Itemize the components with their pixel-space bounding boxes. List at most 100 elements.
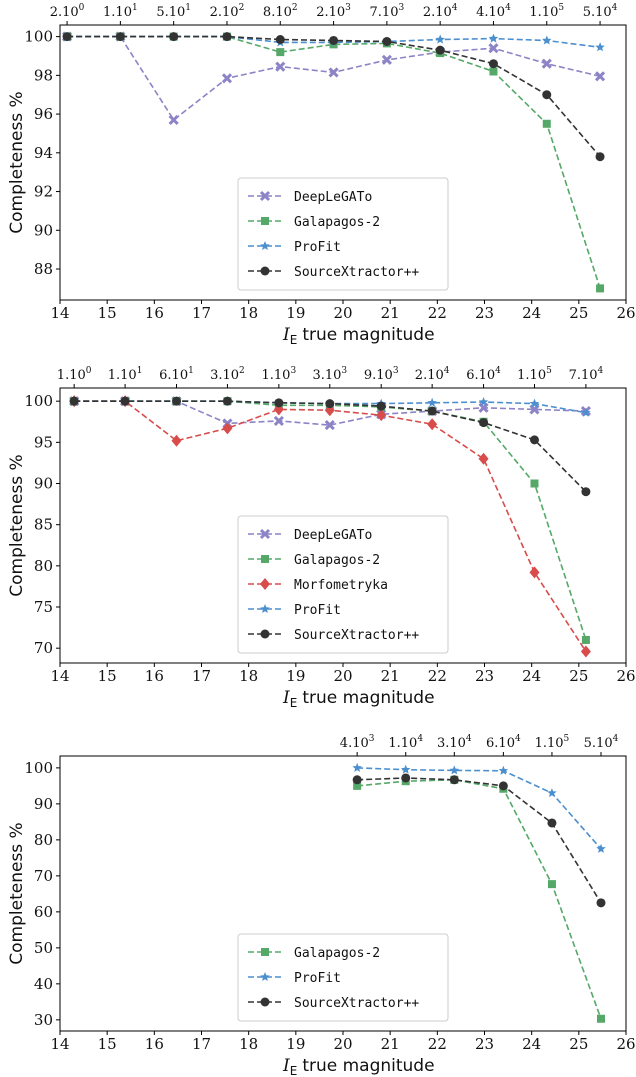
- top-label-exp: 4: [613, 734, 619, 744]
- marker: [488, 59, 498, 69]
- marker: [352, 775, 362, 785]
- y-tick-label: 98: [34, 66, 53, 84]
- marker: [260, 972, 270, 981]
- marker: [260, 604, 270, 613]
- top-label-base: 5.10: [156, 5, 185, 20]
- top-label-base: 1.10: [57, 368, 86, 383]
- y-tick-label: 90: [34, 475, 53, 493]
- x-label-rest: true magnitude: [302, 325, 434, 345]
- x-tick-label: 24: [522, 1035, 541, 1053]
- top-label-exp: 4: [444, 366, 450, 376]
- marker: [62, 32, 72, 42]
- marker: [581, 635, 590, 644]
- x-label-rest: true magnitude: [302, 688, 434, 708]
- top-tick-label: 5.104: [583, 3, 618, 20]
- marker: [542, 90, 552, 100]
- top-tick-label: 5.101: [156, 3, 191, 20]
- marker: [478, 397, 489, 406]
- y-axis-label: Completeness %: [7, 822, 27, 964]
- y-tick-label: 85: [34, 516, 53, 534]
- top-label-exp: 1: [137, 366, 143, 376]
- series-line: [357, 777, 602, 904]
- x-tick-label: 17: [192, 667, 211, 685]
- top-tick-label: 1.103: [262, 366, 297, 383]
- marker: [222, 396, 232, 406]
- legend-label: ProFit: [294, 240, 341, 255]
- x-tick-label: 14: [50, 667, 69, 685]
- x-tick-label: 21: [381, 304, 400, 322]
- marker: [541, 58, 552, 69]
- marker: [547, 880, 556, 889]
- top-label-base: 1.10: [517, 368, 546, 383]
- y-tick-label: 96: [34, 105, 53, 123]
- x-tick-label: 17: [192, 304, 211, 322]
- marker: [325, 399, 335, 409]
- marker: [275, 61, 286, 72]
- x-tick-label: 20: [333, 667, 352, 685]
- x-label-sub: E: [290, 1064, 298, 1077]
- x-tick-label: 18: [239, 667, 258, 685]
- top-tick-label: 3.103: [312, 366, 347, 383]
- top-tick-label: 2.104: [415, 366, 450, 383]
- top-tick-label: 1.105: [529, 3, 564, 20]
- marker: [376, 409, 387, 422]
- legend-label: SourceXtractor++: [294, 996, 419, 1011]
- x-tick-label: 19: [286, 667, 305, 685]
- x-tick-label: 19: [286, 1035, 305, 1053]
- marker: [595, 152, 605, 162]
- legend-label: Galapagos-2: [294, 946, 380, 961]
- legend-label: ProFit: [294, 603, 341, 618]
- x-tick-label: 21: [381, 667, 400, 685]
- top-label-exp: 4: [612, 3, 618, 13]
- top-label-exp: 3: [345, 3, 351, 13]
- top-label-base: 3.10: [312, 368, 341, 383]
- top-label-base: 7.10: [569, 368, 598, 383]
- x-tick-label: 21: [381, 1035, 400, 1053]
- top-tick-label: 6.101: [159, 366, 194, 383]
- marker: [352, 762, 362, 772]
- y-tick-label: 100: [24, 28, 53, 46]
- legend-label: Morfometryka: [294, 578, 388, 593]
- legend-box: [237, 177, 449, 291]
- marker: [435, 34, 445, 44]
- top-tick-label: 7.104: [569, 366, 604, 383]
- top-label-exp: 3: [369, 734, 375, 744]
- top-tick-label: 3.102: [210, 366, 245, 383]
- x-tick-label: 17: [192, 1035, 211, 1053]
- marker: [221, 73, 233, 84]
- top-label-exp: 3: [393, 366, 399, 376]
- top-label-exp: 5: [546, 366, 552, 376]
- series-line: [357, 767, 602, 850]
- y-tick-label: 88: [34, 260, 53, 278]
- marker: [529, 435, 539, 445]
- y-tick-label: 100: [24, 759, 53, 777]
- x-label-sub: E: [290, 333, 298, 347]
- marker: [498, 781, 508, 791]
- y-tick-label: 40: [34, 975, 53, 993]
- marker: [427, 406, 437, 416]
- top-label-exp: 2: [292, 3, 298, 13]
- x-tick-label: 22: [428, 1035, 447, 1053]
- top-label-exp: 2: [239, 3, 245, 13]
- marker: [260, 266, 270, 276]
- marker: [261, 217, 269, 225]
- legend-label: SourceXtractor++: [294, 628, 419, 643]
- marker: [595, 42, 605, 52]
- marker: [273, 415, 284, 426]
- top-label-base: 5.10: [584, 736, 613, 751]
- marker: [259, 190, 271, 202]
- marker: [479, 418, 489, 428]
- panel: 14 15 16 17 18 19 20 21 22 23 24 25 2670758085909510…: [7, 366, 636, 710]
- marker: [596, 843, 606, 853]
- legend-label: DeepLeGATo: [294, 190, 372, 205]
- top-label-exp: 3: [398, 3, 404, 13]
- x-tick-label: 25: [569, 304, 588, 322]
- marker: [581, 407, 591, 417]
- top-tick-label: 1.104: [388, 734, 423, 751]
- top-tick-label: 3.104: [437, 734, 472, 751]
- x-tick-label: 16: [145, 667, 164, 685]
- top-label-exp: 0: [79, 3, 85, 13]
- x-tick-label: 25: [569, 667, 588, 685]
- top-label-exp: 3: [290, 366, 296, 376]
